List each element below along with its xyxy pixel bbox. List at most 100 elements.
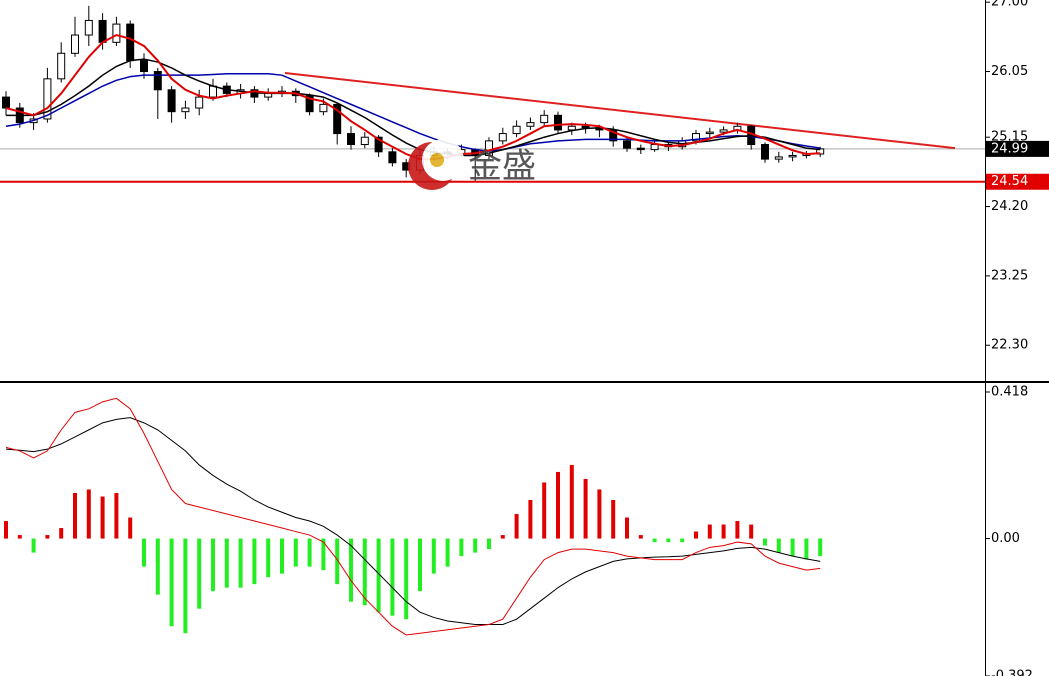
histogram-bar	[611, 499, 616, 539]
candle-body	[719, 129, 728, 133]
candle-body	[43, 78, 52, 120]
histogram-bar	[197, 538, 202, 609]
watermark-text: 金盛	[468, 147, 536, 187]
histogram-bar	[321, 538, 326, 571]
candle-body	[498, 133, 507, 142]
candle-body	[2, 96, 10, 109]
histogram-bar	[666, 538, 671, 543]
y-tick-label: 26.05	[991, 64, 1028, 79]
y-tick-label: -0.392	[991, 669, 1033, 676]
histogram-bar	[776, 538, 781, 553]
candle-body	[650, 144, 659, 151]
histogram-bar	[45, 535, 50, 539]
histogram-bar	[238, 538, 243, 588]
candle-body	[140, 60, 148, 73]
candle-body	[388, 151, 397, 164]
histogram-bar	[362, 538, 367, 606]
candle-body	[84, 19, 93, 36]
candle-body	[692, 133, 700, 142]
histogram-bar	[735, 521, 740, 539]
histogram-bar	[473, 538, 478, 553]
candle-body	[167, 89, 176, 113]
candle-body	[636, 147, 645, 151]
histogram-bar	[445, 538, 450, 567]
candle-body	[526, 122, 535, 127]
histogram-bar	[721, 524, 726, 539]
histogram-bar	[280, 538, 284, 574]
candle-body	[153, 71, 162, 91]
histogram-bar	[142, 538, 146, 567]
histogram-bar	[804, 538, 809, 560]
candle-body	[705, 131, 714, 135]
histogram-bar	[114, 492, 119, 539]
histogram-bar	[293, 538, 298, 567]
bid-box	[986, 140, 1049, 157]
candle-body	[209, 85, 217, 98]
histogram-bar	[487, 538, 491, 550]
histogram-bar	[763, 538, 767, 546]
y-tick-label: 24.20	[991, 199, 1028, 214]
watermark: 金盛	[408, 139, 536, 190]
histogram-bar	[514, 514, 519, 539]
y-tick-label: 0.418	[991, 385, 1028, 400]
level-label: 24.54	[991, 174, 1028, 189]
histogram-bar	[4, 521, 8, 539]
histogram-bar	[500, 535, 505, 539]
candle-body	[554, 114, 562, 131]
candle-body	[126, 23, 135, 62]
candle-body	[181, 107, 190, 113]
candle-body	[195, 96, 204, 109]
histogram-bar	[31, 538, 36, 553]
histogram-bar	[155, 538, 160, 595]
candle-body	[360, 136, 369, 146]
histogram-bar	[818, 538, 823, 557]
histogram-bar	[707, 524, 712, 539]
candle-body	[57, 52, 66, 80]
histogram-bar	[224, 538, 229, 588]
histogram-bar	[376, 538, 381, 613]
candle-body	[567, 125, 576, 131]
candle-body	[761, 144, 769, 160]
histogram-bar	[680, 538, 685, 543]
logo-dot	[430, 153, 444, 167]
histogram-bar	[266, 538, 271, 578]
candle-body	[112, 23, 121, 43]
histogram-bar	[638, 535, 643, 539]
histogram-bar	[211, 538, 215, 592]
level-box	[986, 173, 1049, 190]
candle-body	[512, 125, 521, 135]
histogram-bar	[252, 538, 257, 585]
y-tick-label: 27.00	[991, 0, 1028, 10]
histogram-bar	[556, 471, 560, 539]
line	[5, 397, 821, 636]
histogram-bar	[528, 499, 533, 539]
histogram-bar	[790, 538, 795, 557]
histogram-bar	[459, 538, 464, 557]
candle-body	[623, 140, 631, 149]
candle-body	[774, 156, 783, 160]
candle-body	[98, 19, 107, 43]
histogram-bar	[390, 538, 395, 616]
macd-panel	[4, 397, 823, 636]
y-tick-label: 0.00	[991, 531, 1020, 546]
histogram-bar	[583, 478, 588, 539]
histogram-bar	[349, 538, 353, 602]
line	[6, 58, 821, 157]
axis: 27.0026.0525.1524.2023.2522.3024.9924.54…	[985, 0, 1049, 676]
candle-body	[788, 154, 797, 158]
histogram-bar	[128, 517, 133, 539]
histogram-bar	[749, 524, 754, 539]
candle-body	[71, 34, 79, 54]
histogram-bar	[625, 517, 629, 539]
histogram-bar	[100, 496, 105, 539]
histogram-bar	[597, 489, 602, 539]
histogram-bar	[183, 538, 188, 634]
histogram-bar	[307, 538, 312, 567]
histogram-bar	[431, 538, 436, 574]
histogram-bar	[694, 531, 698, 539]
histogram-bar	[169, 538, 174, 627]
histogram-bar	[404, 538, 409, 620]
y-tick-label: 22.30	[991, 338, 1028, 353]
